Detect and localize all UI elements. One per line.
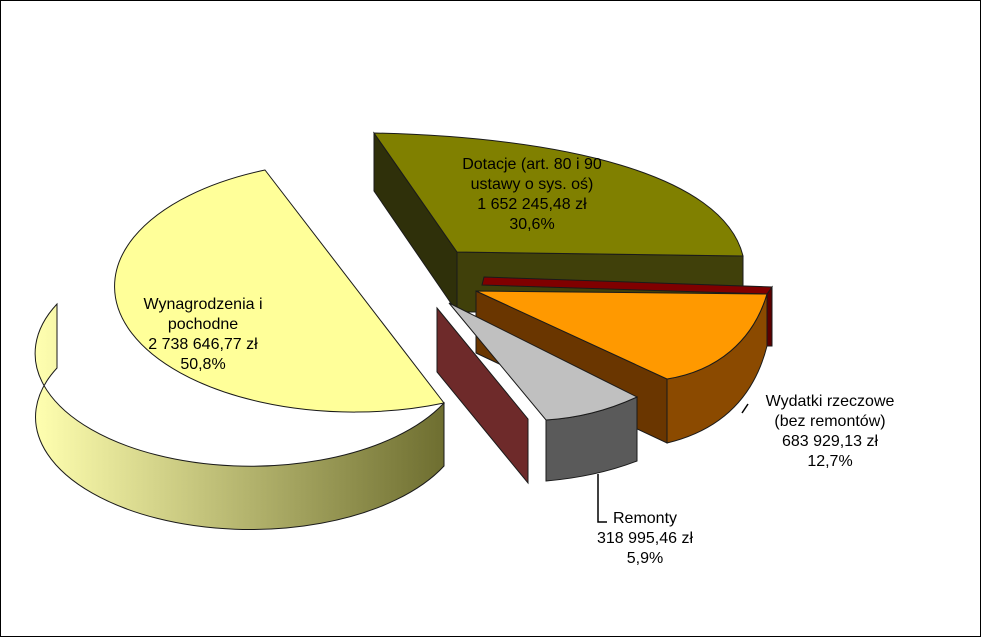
- leader-line: [597, 474, 607, 523]
- data-label-line: 50,8%: [180, 356, 225, 373]
- pie-slice: [436, 306, 529, 485]
- pie-slice-side: [766, 285, 773, 347]
- data-label-line: 12,7%: [807, 453, 852, 470]
- data-label-line: 1 652 245,48 zł: [477, 196, 587, 213]
- data-label: Wydatki rzeczowe (bez remontów) 683 929,13…: [766, 393, 895, 470]
- data-label-line: Wynagrodzenia i: [143, 296, 262, 313]
- pie-slice-top: [475, 290, 768, 380]
- data-label-line: 2 738 646,77 zł: [148, 336, 258, 353]
- data-label-line: pochodne: [168, 316, 238, 333]
- pie-slice-top: [114, 169, 445, 413]
- pie-slice: [34, 169, 445, 530]
- data-label-line: Remonty: [613, 510, 677, 527]
- data-label-line: Wydatki rzeczowe: [766, 393, 895, 410]
- leader-line: [741, 403, 749, 414]
- data-label: Remonty 318 995,46 zł 5,9%: [597, 510, 694, 567]
- pie-slice-side: [34, 302, 445, 530]
- data-label: Wynagrodzenia i pochodne 2 738 646,77 zł 50…: [143, 296, 262, 373]
- data-label-line: ustawy o sys. oś): [471, 176, 594, 193]
- data-label: Dotacje (art. 80 i 90 ustawy o sys. oś) 1 …: [462, 156, 602, 233]
- pie-slice: [448, 302, 639, 482]
- data-label-line: 30,6%: [509, 216, 554, 233]
- data-label-line: Dotacje (art. 80 i 90: [462, 156, 602, 173]
- data-label-line: (bez remontów): [774, 413, 885, 430]
- pie-slice-top: [373, 132, 744, 257]
- data-label-line: 683 929,13 zł: [782, 433, 879, 450]
- data-label-line: 5,9%: [627, 550, 663, 567]
- pie-slice-top: [436, 306, 529, 485]
- pie-slice-top: [448, 302, 639, 421]
- data-label-line: 318 995,46 zł: [597, 530, 694, 547]
